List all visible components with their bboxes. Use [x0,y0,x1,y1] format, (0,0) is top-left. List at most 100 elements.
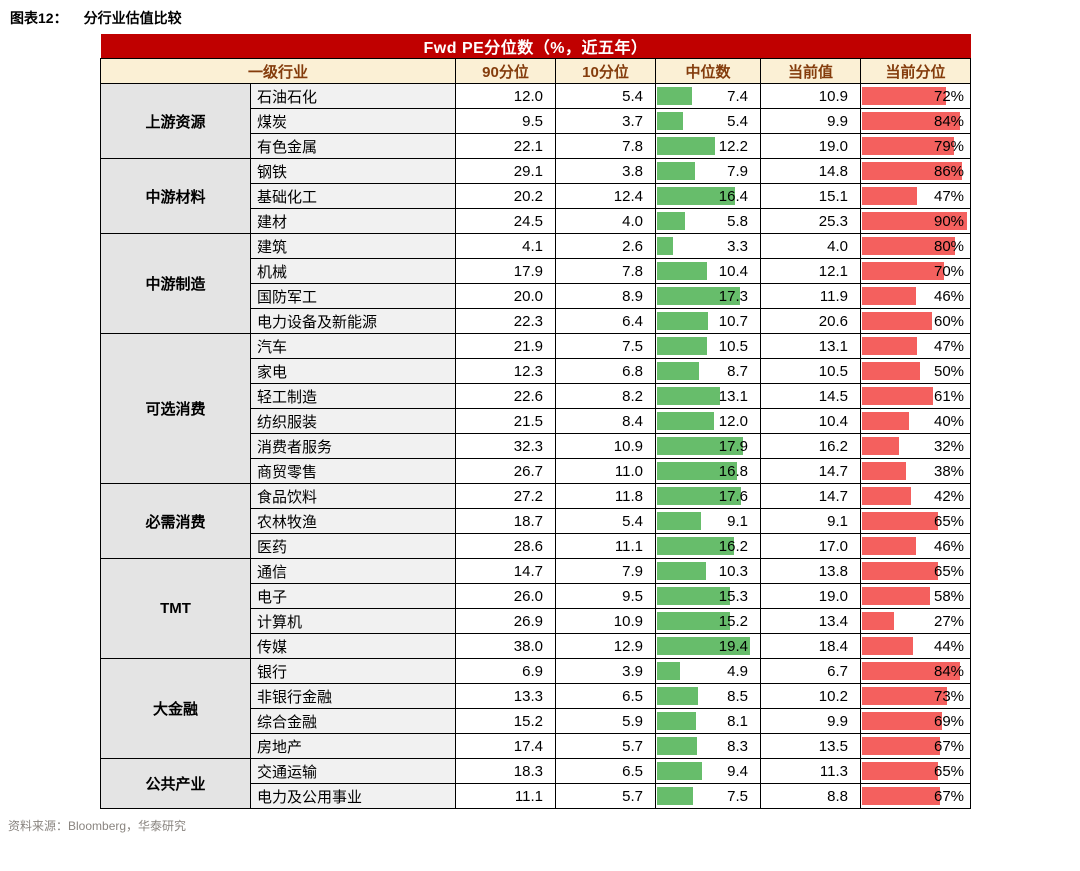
p10-cell: 12.9 [555,633,656,659]
table-row: 商贸零售 26.7 11.0 16.8 14.7 38% [101,458,972,484]
median-bar [657,662,681,680]
percentile-value: 38% [933,463,965,480]
median-cell: 5.4 [655,108,761,134]
median-cell: 4.9 [655,658,761,684]
percentile-bar [862,562,938,580]
table-row: 电力及公用事业 11.1 5.7 7.5 8.8 67% [101,783,972,809]
current-cell: 16.2 [760,433,861,459]
percentile-bar [862,687,948,705]
p90-cell: 22.3 [455,308,556,334]
percentile-value: 61% [933,388,965,405]
median-value: 17.9 [718,438,748,455]
category-cell: 必需消费 [100,483,251,559]
industry-cell: 食品饮料 [250,483,456,509]
percentile-value: 67% [933,738,965,755]
percentile-cell: 65% [859,758,972,784]
percentile-value: 47% [933,188,965,205]
table-row: 传媒 38.0 12.9 19.4 18.4 44% [101,633,972,659]
table-row: 中游材料 钢铁 29.1 3.8 7.9 14.8 86% [100,158,972,234]
industry-cell: 煤炭 [250,108,456,134]
figure-title: 图表12： 分行业估值比较 [0,0,1080,27]
percentile-value: 65% [933,563,965,580]
p90-cell: 4.1 [455,233,556,259]
industry-cell: 综合金融 [250,708,456,734]
median-bar [657,112,683,130]
percentile-value: 50% [933,363,965,380]
percentile-cell: 44% [859,633,972,659]
percentile-cell: 73% [859,683,972,709]
current-cell: 15.1 [760,183,861,209]
p90-cell: 14.7 [455,558,556,584]
industry-cell: 纺织服装 [250,408,456,434]
percentile-bar [862,287,916,305]
median-value: 8.1 [727,713,748,730]
median-value: 9.4 [727,763,748,780]
percentile-cell: 50% [859,358,972,384]
median-cell: 15.2 [655,608,761,634]
current-cell: 8.8 [760,783,861,809]
industry-cell: 建筑 [250,233,456,259]
p10-cell: 7.9 [555,558,656,584]
percentile-cell: 65% [859,508,972,534]
percentile-bar [862,662,960,680]
percentile-cell: 86% [859,158,972,184]
current-cell: 12.1 [760,258,861,284]
table-row: 有色金属 22.1 7.8 12.2 19.0 79% [101,133,972,159]
median-value: 8.5 [727,688,748,705]
median-cell: 17.3 [655,283,761,309]
median-bar [657,762,702,780]
percentile-cell: 61% [859,383,972,409]
current-cell: 20.6 [760,308,861,334]
p90-cell: 22.1 [455,133,556,159]
percentile-bar [862,137,955,155]
table-row: 基础化工 20.2 12.4 16.4 15.1 47% [101,183,972,209]
table-row: 上游资源 石油石化 12.0 5.4 7.4 10.9 72% [100,83,972,159]
p10-cell: 3.8 [555,158,656,184]
current-cell: 9.9 [760,708,861,734]
industry-cell: 农林牧渔 [250,508,456,534]
col-header-p90: 90分位 [455,58,556,84]
median-cell: 8.3 [655,733,761,759]
median-bar [657,487,742,505]
median-cell: 16.2 [655,533,761,559]
category-cell: 公共产业 [100,758,251,809]
current-cell: 14.5 [760,383,861,409]
p10-cell: 5.7 [555,733,656,759]
percentile-bar [862,587,930,605]
median-bar [657,737,697,755]
median-bar [657,437,743,455]
median-cell: 8.1 [655,708,761,734]
current-cell: 9.1 [760,508,861,534]
percentile-bar [862,262,944,280]
percentile-cell: 32% [859,433,972,459]
percentile-bar [862,162,963,180]
industry-cell: 银行 [250,658,456,684]
median-cell: 5.8 [655,208,761,234]
percentile-bar [862,712,943,730]
percentile-cell: 27% [859,608,972,634]
current-cell: 10.2 [760,683,861,709]
percentile-value: 27% [933,613,965,630]
median-bar [657,562,707,580]
p90-cell: 22.6 [455,383,556,409]
p10-cell: 6.4 [555,308,656,334]
table-row: 煤炭 9.5 3.7 5.4 9.9 84% [101,108,972,134]
category-cell: 可选消费 [100,333,251,484]
valuation-table: Fwd PE分位数（%，近五年） 一级行业 90分位 10分位 中位数 当前值 … [100,34,972,809]
percentile-cell: 72% [859,83,972,109]
industry-cell: 有色金属 [250,133,456,159]
percentile-cell: 69% [859,708,972,734]
industry-cell: 房地产 [250,733,456,759]
table-row: 必需消费 食品饮料 27.2 11.8 17.6 14.7 42% [100,483,972,559]
median-cell: 7.5 [655,783,761,809]
percentile-value: 65% [933,763,965,780]
p10-cell: 6.5 [555,758,656,784]
industry-cell: 非银行金融 [250,683,456,709]
percentile-bar [862,637,914,655]
percentile-cell: 70% [859,258,972,284]
p10-cell: 3.7 [555,108,656,134]
p90-cell: 21.9 [455,333,556,359]
category-cell: TMT [100,558,251,659]
percentile-bar [862,487,911,505]
percentile-bar [862,737,941,755]
